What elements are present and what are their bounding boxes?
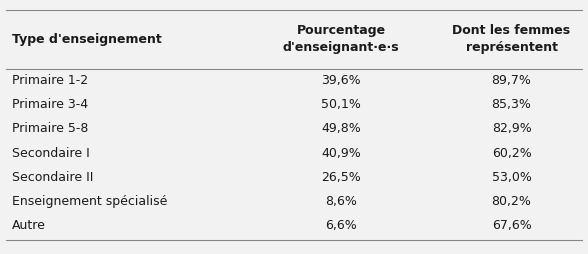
Text: Primaire 1-2: Primaire 1-2 bbox=[12, 74, 88, 87]
Text: Pourcentage
d'enseignant·e·s: Pourcentage d'enseignant·e·s bbox=[283, 24, 399, 54]
Text: 49,8%: 49,8% bbox=[321, 122, 361, 135]
Text: 8,6%: 8,6% bbox=[325, 195, 357, 208]
Text: 85,3%: 85,3% bbox=[492, 98, 532, 111]
Text: 53,0%: 53,0% bbox=[492, 171, 532, 184]
Text: 89,7%: 89,7% bbox=[492, 74, 532, 87]
Text: 67,6%: 67,6% bbox=[492, 219, 532, 232]
Text: Type d'enseignement: Type d'enseignement bbox=[12, 33, 162, 46]
Text: Secondaire I: Secondaire I bbox=[12, 147, 89, 160]
Text: 50,1%: 50,1% bbox=[321, 98, 361, 111]
Text: 40,9%: 40,9% bbox=[321, 147, 361, 160]
Text: 82,9%: 82,9% bbox=[492, 122, 532, 135]
Text: 39,6%: 39,6% bbox=[321, 74, 361, 87]
Text: Enseignement spécialisé: Enseignement spécialisé bbox=[12, 195, 167, 208]
Text: Primaire 5-8: Primaire 5-8 bbox=[12, 122, 88, 135]
Text: 80,2%: 80,2% bbox=[492, 195, 532, 208]
Text: Autre: Autre bbox=[12, 219, 46, 232]
Text: Primaire 3-4: Primaire 3-4 bbox=[12, 98, 88, 111]
Text: 60,2%: 60,2% bbox=[492, 147, 532, 160]
Text: Secondaire II: Secondaire II bbox=[12, 171, 93, 184]
Text: Dont les femmes
représentent: Dont les femmes représentent bbox=[453, 24, 570, 54]
Text: 26,5%: 26,5% bbox=[321, 171, 361, 184]
Text: 6,6%: 6,6% bbox=[325, 219, 357, 232]
